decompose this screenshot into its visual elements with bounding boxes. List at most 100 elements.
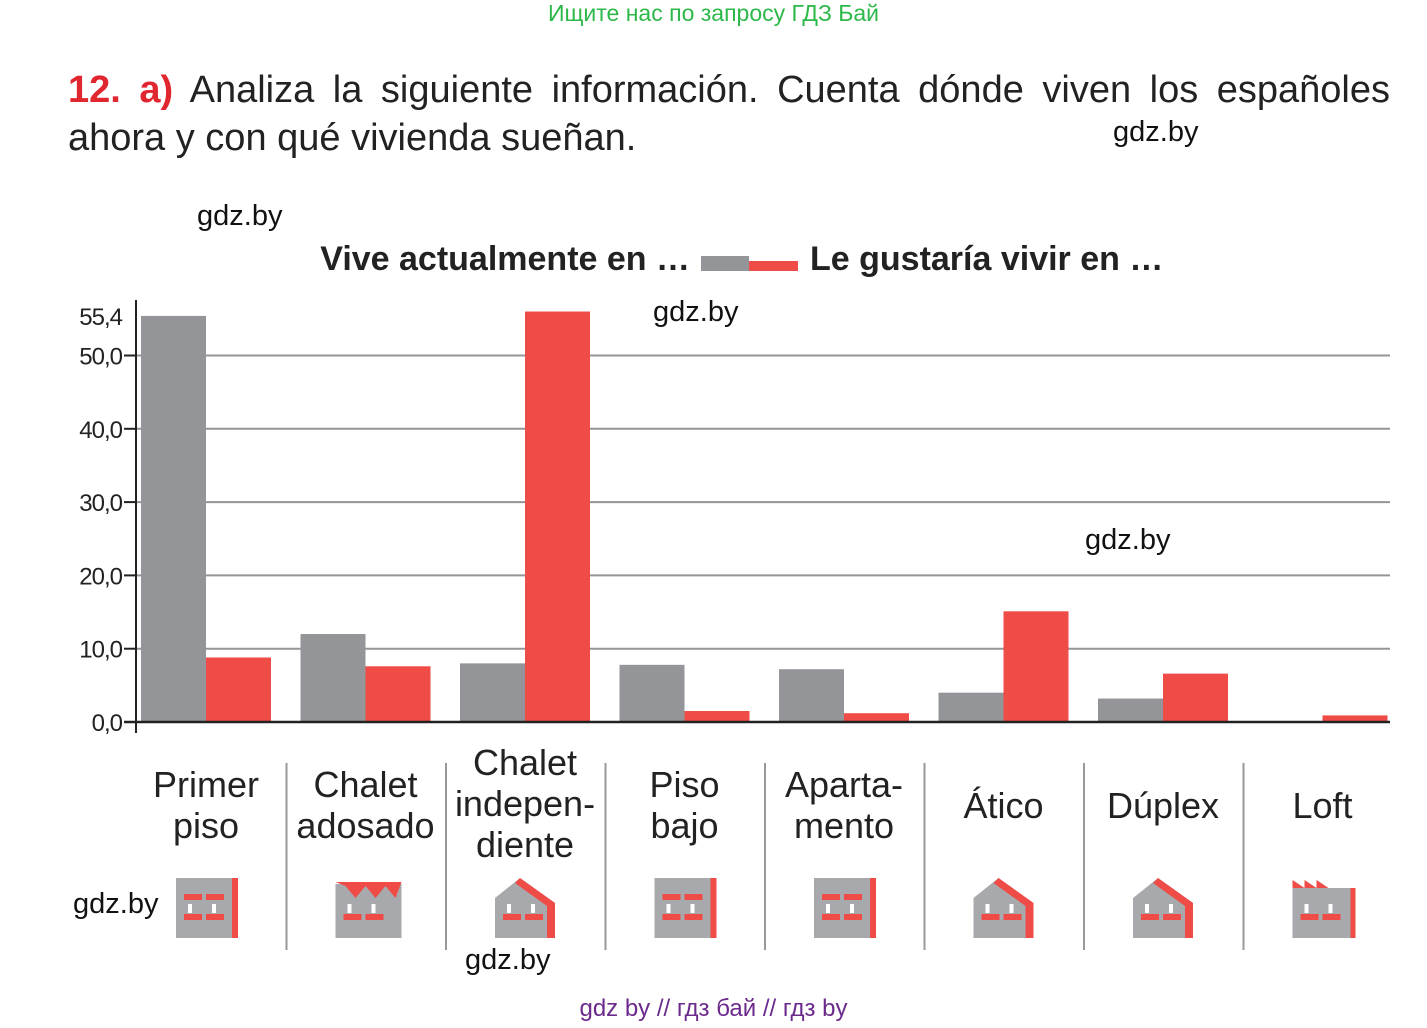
icon-roof: [335, 882, 402, 898]
icon-balcony: [822, 914, 840, 920]
attic-house-icon: [973, 878, 1034, 938]
category-group: Loft: [1257, 715, 1388, 938]
bar-desired: [1322, 715, 1388, 722]
bar-desired: [844, 713, 909, 722]
icon-window: [1304, 904, 1309, 913]
bar-desired: [684, 711, 750, 722]
bar-desired: [365, 666, 431, 722]
icon-body: [335, 884, 402, 938]
exercise-statement: 12. a) Analiza la siguiente información.…: [68, 66, 1390, 162]
icon-balcony: [525, 914, 543, 920]
icon-balcony: [365, 914, 384, 920]
icon-body: [654, 878, 715, 938]
exercise-part: a): [139, 69, 174, 111]
icon-balcony: [503, 914, 521, 920]
icon-side: [870, 878, 876, 938]
watermark: gdz.by: [1113, 116, 1199, 148]
icon-window: [212, 904, 216, 913]
icon-roof: [1292, 880, 1329, 888]
ground-floor-flat-icon: [654, 878, 717, 938]
category-group: Ático: [938, 611, 1069, 938]
icon-window: [1328, 904, 1333, 913]
category-label: indepen-: [455, 783, 595, 824]
category-label: Aparta-: [785, 764, 903, 805]
icon-roof: [515, 878, 555, 938]
icon-window: [826, 904, 830, 913]
icon-body: [176, 878, 236, 938]
category-label: Chalet: [313, 764, 417, 805]
icon-balcony: [343, 914, 362, 920]
icon-side: [710, 878, 717, 938]
icon-window: [666, 904, 671, 913]
bar-current: [619, 664, 685, 722]
bar-desired: [1003, 611, 1069, 722]
category-label: Chalet: [473, 742, 577, 783]
bar-desired: [1163, 673, 1228, 722]
loft-factory-icon: [1292, 880, 1356, 938]
icon-balcony: [1141, 914, 1159, 920]
legend-swatch-current: [701, 256, 749, 271]
bar-desired: [206, 657, 271, 722]
top-banner: Ищите нас по запросу ГДЗ Бай: [547, 0, 880, 26]
icon-body: [1292, 888, 1355, 938]
bar-desired: [525, 311, 590, 722]
icon-window: [1145, 904, 1149, 913]
category-label: Primer: [153, 764, 259, 805]
detached-house-icon: [495, 878, 555, 938]
category-label: adosado: [296, 805, 434, 846]
category-label: mento: [794, 805, 894, 846]
icon-balcony: [822, 894, 840, 900]
icon-balcony: [1322, 914, 1341, 920]
y-tick-label: 55,4: [79, 304, 122, 331]
category-label: piso: [173, 805, 239, 846]
legend-swatch-desired: [749, 261, 798, 271]
icon-balcony: [684, 894, 703, 900]
exercise-number: 12.: [68, 69, 121, 111]
icon-window: [188, 904, 192, 913]
y-tick-label: 0,0: [92, 710, 123, 737]
bar-current: [300, 634, 366, 722]
category-label: Ático: [963, 785, 1043, 826]
apartment-icon: [814, 878, 876, 938]
category-label: Piso: [649, 764, 719, 805]
icon-window: [690, 904, 695, 913]
y-tick-label: 30,0: [79, 490, 122, 517]
watermark: gdz.by: [653, 296, 739, 328]
icon-balcony: [1300, 914, 1319, 920]
icon-balcony: [1163, 914, 1181, 920]
icon-side: [232, 878, 238, 938]
icon-balcony: [844, 894, 862, 900]
legend-label-current: Vive actualmente en …: [320, 240, 690, 278]
icon-window: [985, 904, 990, 913]
category-group: Aparta-mento: [779, 669, 909, 938]
icon-roof: [1153, 878, 1193, 938]
icon-window: [507, 904, 511, 913]
category-label: Dúplex: [1107, 785, 1219, 826]
bar-current: [460, 663, 525, 722]
icon-balcony: [981, 914, 1000, 920]
icon-balcony: [844, 914, 862, 920]
exercise-text: Analiza la siguiente información. Cuenta…: [68, 69, 1390, 159]
icon-window: [1009, 904, 1014, 913]
watermark: gdz.by: [197, 200, 283, 232]
icon-window: [850, 904, 854, 913]
icon-window: [347, 904, 352, 913]
legend-label-desired: Le gustaría vivir en …: [810, 240, 1163, 278]
icon-window: [1169, 904, 1173, 913]
icon-balcony: [662, 914, 681, 920]
icon-window: [531, 904, 535, 913]
icon-body: [814, 878, 874, 938]
y-tick-label: 20,0: [79, 563, 122, 590]
y-tick-label: 10,0: [79, 637, 122, 664]
bar-current: [938, 692, 1004, 722]
icon-balcony: [206, 914, 224, 920]
icon-balcony: [206, 894, 224, 900]
bar-current: [1098, 698, 1163, 722]
duplex-house-icon: [1133, 878, 1193, 938]
bar-current: [779, 669, 844, 722]
category-label: diente: [476, 824, 574, 865]
